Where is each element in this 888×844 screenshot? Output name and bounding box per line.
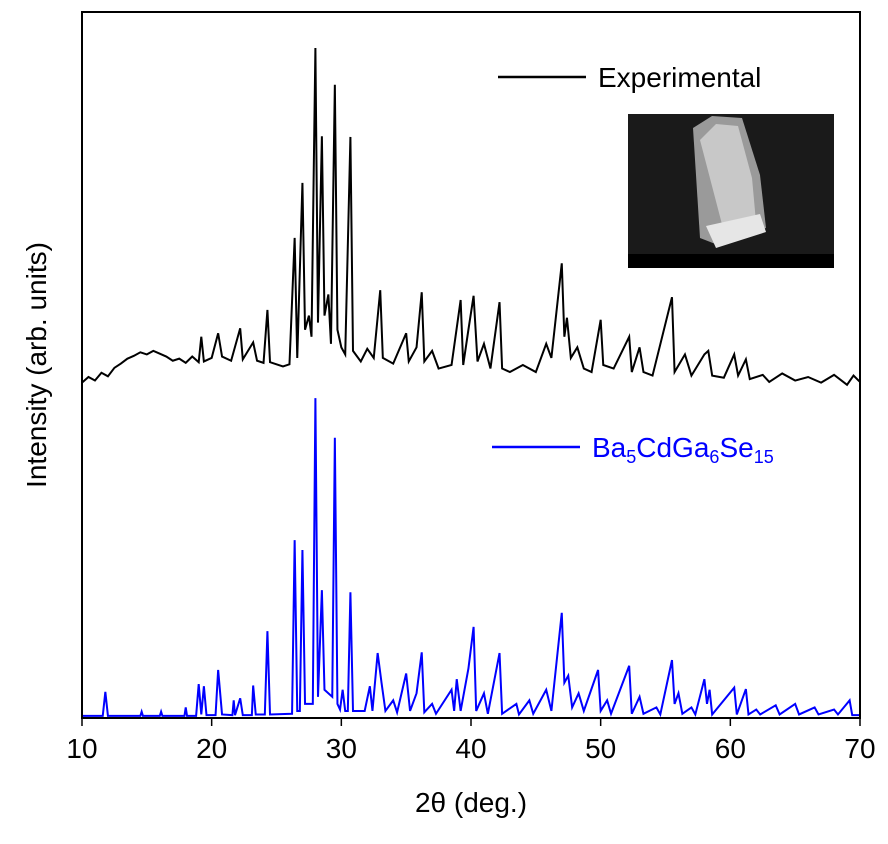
x-tick-label: 50 — [585, 733, 616, 764]
plot-frame — [81, 11, 861, 719]
x-axis-label: 2θ (deg.) — [415, 787, 527, 818]
data-line — [81, 47, 861, 387]
x-tick-label: 40 — [455, 733, 486, 764]
inset-image — [628, 114, 834, 268]
x-tick-label: 20 — [196, 733, 227, 764]
x-tick-label: 60 — [715, 733, 746, 764]
data-line — [82, 398, 860, 718]
x-tick-label: 30 — [326, 733, 357, 764]
x-tick-label: 10 — [66, 733, 97, 764]
legend-label: Ba5CdGa6Se15 — [592, 432, 774, 467]
legend-label: Experimental — [598, 62, 761, 93]
x-tick-label: 70 — [844, 733, 875, 764]
y-axis-label: Intensity (arb. units) — [21, 242, 52, 488]
